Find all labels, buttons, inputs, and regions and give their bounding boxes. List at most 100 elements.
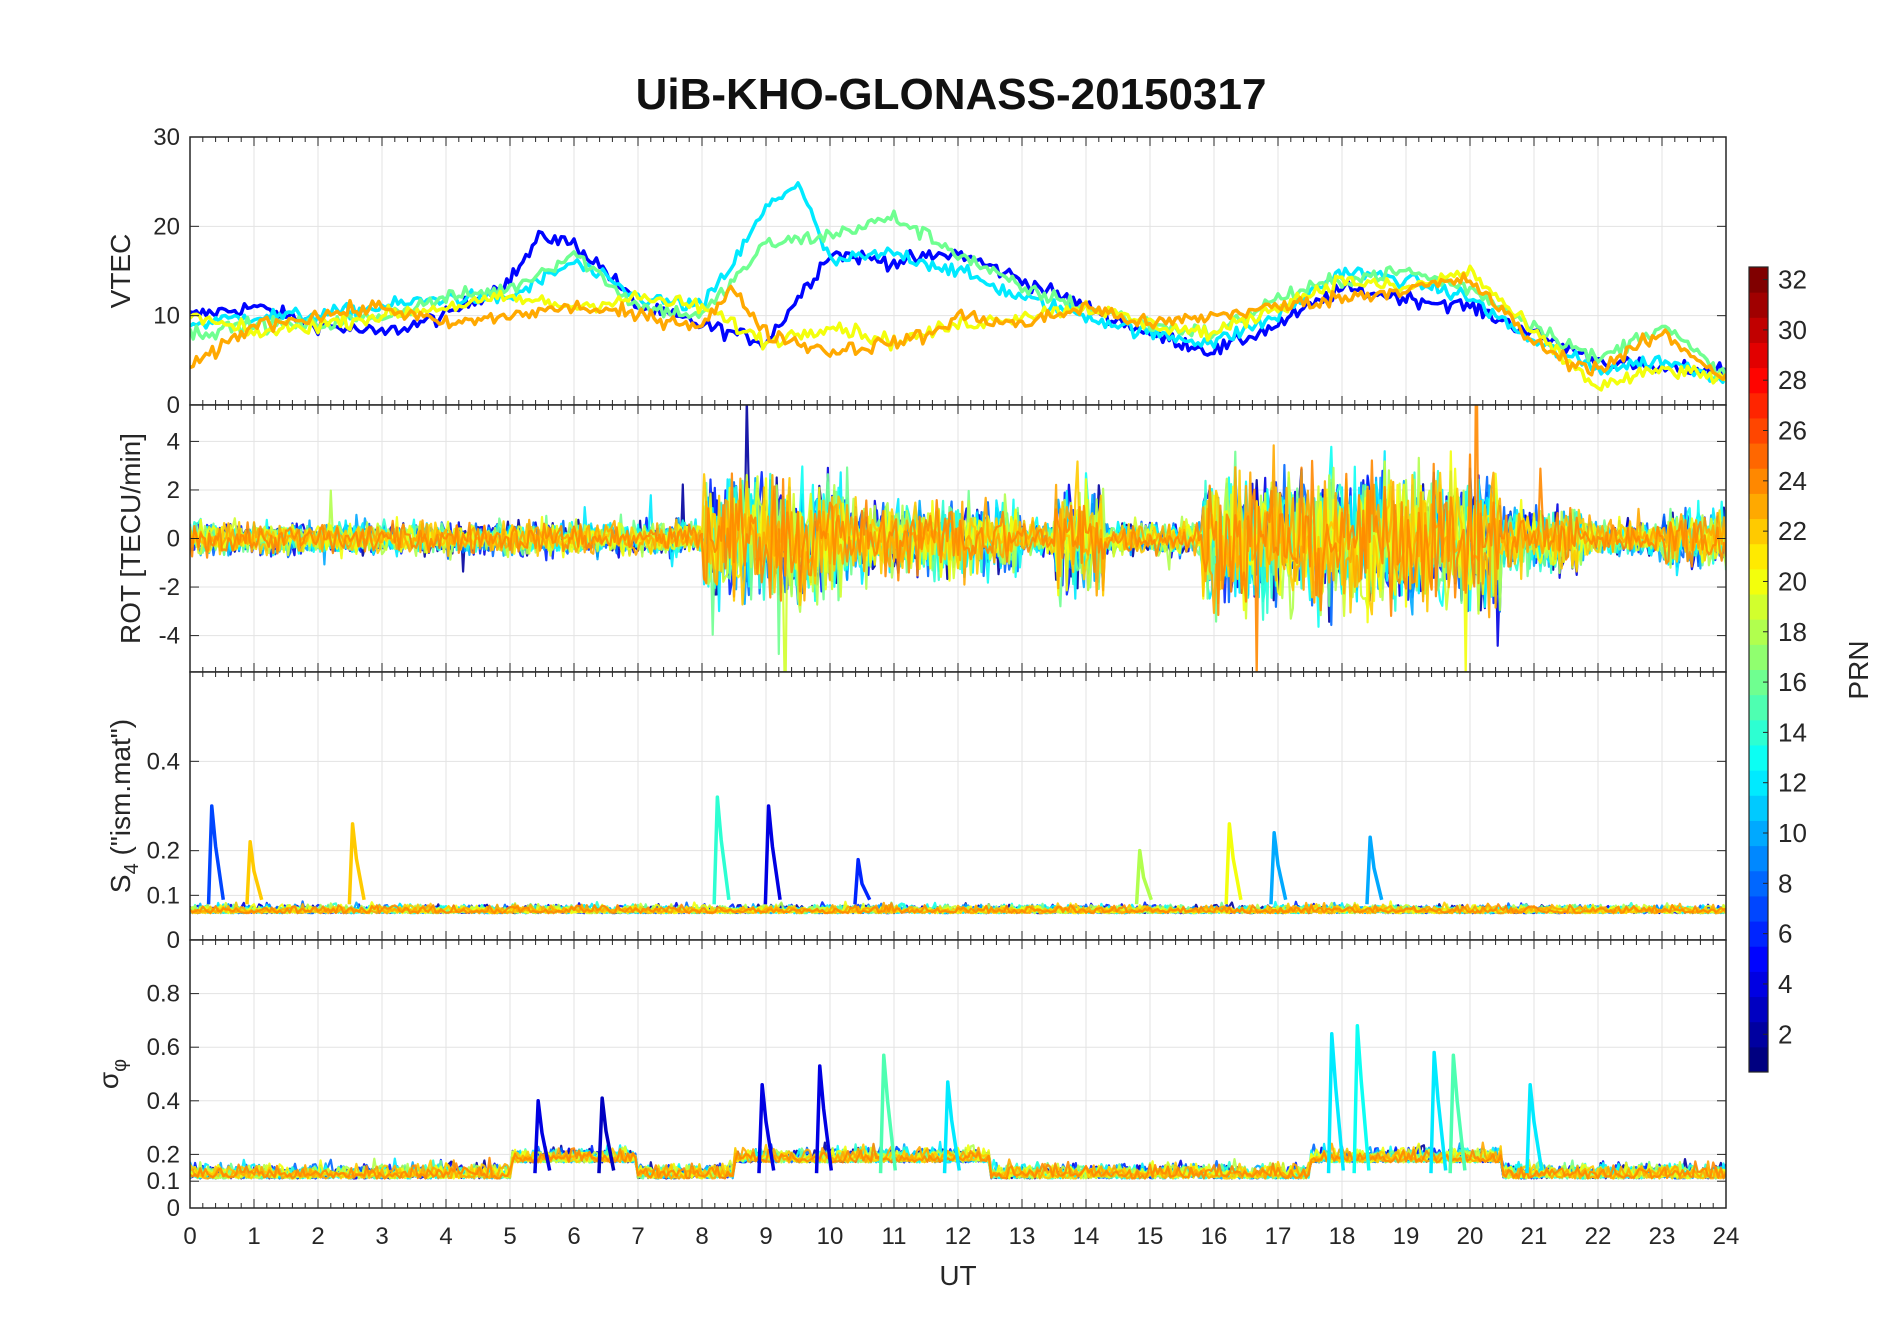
colorbar-swatch [1749,392,1768,419]
colorbar-swatch [1749,292,1768,318]
colorbar-swatch [1749,744,1768,771]
y-tick-label: 4 [167,428,180,455]
vtec-series-prn-16 [190,209,1726,382]
y-axis-label: VTEC [105,234,136,309]
y-tick-label: -2 [159,574,180,601]
colorbar-swatch [1749,845,1768,872]
colorbar-tick-label: 8 [1778,868,1792,898]
colorbar-swatch [1749,443,1768,469]
spike-prn-12 [1429,1050,1448,1174]
data-layer [190,1024,1726,1180]
colorbar-tick-label: 12 [1778,768,1807,798]
x-tick-label: 5 [503,1223,516,1250]
colorbar-tick-label: 6 [1778,919,1792,949]
colorbar-swatch [1749,996,1768,1023]
spike-prn-12 [1525,1082,1544,1174]
data-layer [190,405,1726,672]
colorbar-swatch [1749,568,1768,595]
x-tick-label: 22 [1585,1223,1612,1250]
x-tick-label: 14 [1073,1223,1100,1250]
x-tick-label: 23 [1649,1223,1676,1250]
x-tick-label: 0 [183,1223,196,1250]
x-tick-label: 11 [882,1223,907,1250]
spike-prn-6 [853,857,872,905]
spike-prn-14 [712,795,731,905]
colorbar-tick-label: 16 [1778,667,1807,697]
y-tick-label: 0.6 [147,1034,180,1061]
colorbar-swatch [1749,971,1768,998]
colorbar-swatch [1749,543,1768,570]
x-tick-label: 7 [631,1223,644,1250]
colorbar-swatch [1749,870,1768,897]
spike-prn-13 [1352,1024,1371,1174]
y-axis-label: S4 ("ism.mat") [105,719,143,893]
series-prn-24 [190,902,1726,915]
colorbar-swatch [1749,417,1768,444]
y-axis-label: σφ [93,1059,131,1089]
spike-prn-10 [1269,831,1288,905]
colorbar-label: PRN [1843,640,1874,699]
y-tick-label: 0.8 [147,981,180,1008]
colorbar-swatch [1749,518,1768,545]
chart-title: UiB-KHO-GLONASS-20150317 [635,70,1267,119]
spike-prn-18 [1134,848,1153,905]
colorbar-swatch [1749,895,1768,922]
colorbar-swatch [1749,921,1768,947]
x-tick-label: 17 [1265,1223,1292,1250]
colorbar-swatch [1749,493,1768,520]
spike-prn-4 [763,804,782,905]
colorbar-swatch [1749,694,1768,721]
colorbar-tick-label: 26 [1778,416,1807,446]
rot-series-prn-24 [190,405,1726,672]
spike-prn-15 [878,1053,898,1174]
vtec-series-prn-23 [190,272,1726,382]
x-tick-label: 6 [567,1223,580,1250]
x-tick-label: 15 [1137,1223,1164,1250]
x-tick-label: 21 [1521,1223,1548,1250]
spike-prn-20 [1224,822,1243,905]
x-axis: 0 1 2 3 4 5 6 7 8 9 10 11 12 13 14 15 16 17 18 19 20 21 22 23 24… [183,1223,1739,1291]
colorbar-swatch [1749,267,1768,293]
spike-prn-4 [814,1064,834,1174]
colorbar-tick-label: 22 [1778,516,1807,546]
spike-prn-4 [533,1099,552,1174]
panel-2: -4 -2 0 2 4 ROT [TECU/min] [115,404,1727,673]
x-tick-label: 19 [1393,1223,1420,1250]
x-tick-label: 18 [1329,1223,1356,1250]
colorbar-swatch [1749,594,1768,620]
x-tick-label: 13 [1009,1223,1036,1250]
y-tick-label: 0.2 [147,1141,180,1168]
spike-prn-12 [1326,1032,1346,1174]
spike-prn-7 [206,804,226,905]
colorbar-tick-label: 2 [1778,1019,1792,1049]
x-tick-label: 9 [759,1223,772,1250]
x-tick-label: 1 [247,1223,260,1250]
y-axis-label: ROT [TECU/min] [115,433,146,644]
y-tick-label: 0 [167,526,180,553]
vtec-series-prn-20 [190,264,1726,392]
data-layer [190,795,1726,915]
colorbar-swatch [1749,367,1768,394]
colorbar-swatch [1749,820,1768,847]
panel-3: 0 0.1 0.2 0.4S4 ("ism.mat") [105,671,1727,954]
x-tick-label: 3 [375,1223,388,1250]
colorbar-swatch [1749,317,1768,343]
colorbar-swatch [1749,468,1768,494]
y-tick-label: 0 [167,392,180,419]
panel-1: 0 10 20 30 VTEC [105,124,1727,419]
spike-prn-3 [597,1096,616,1174]
colorbar-swatch [1749,795,1768,821]
colorbar-swatch [1749,946,1768,972]
colorbar-tick-label: 14 [1778,717,1807,747]
y-tick-label: 0 [167,1195,180,1222]
y-tick-label: 0.2 [147,838,180,865]
vtec-series-prn-5 [190,229,1726,377]
colorbar-swatch [1749,719,1768,746]
y-tick-label: 2 [167,477,180,504]
colorbar-swatch [1749,1021,1768,1048]
x-axis-label: UT [939,1260,976,1291]
spike-prn-15 [1448,1053,1467,1174]
colorbar-swatch [1749,644,1768,670]
colorbar-frame [1748,266,1769,1073]
